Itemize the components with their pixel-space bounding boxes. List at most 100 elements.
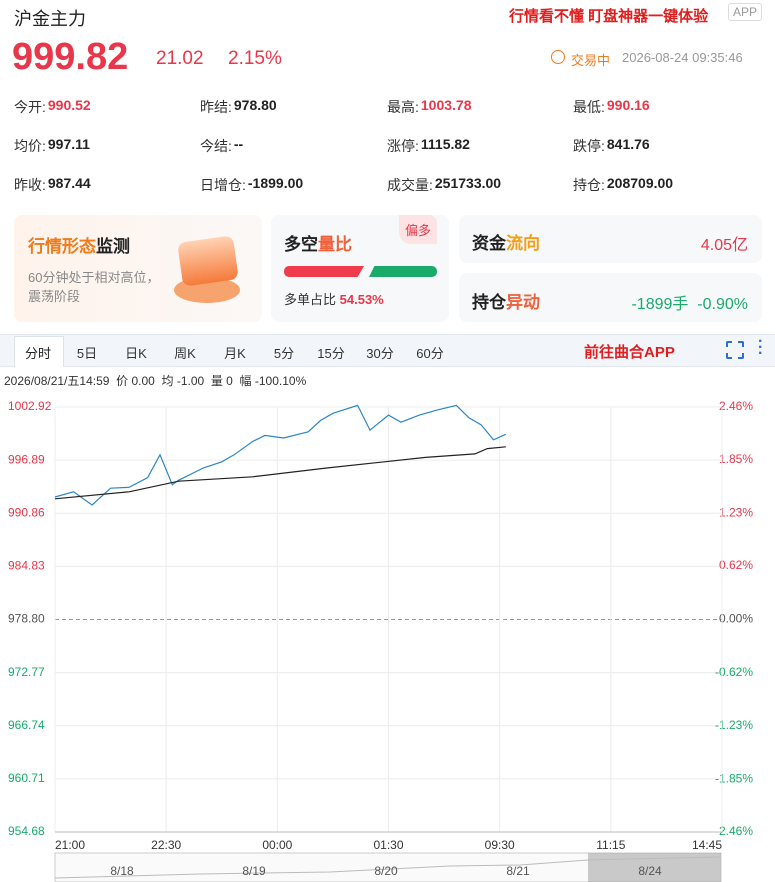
position-card[interactable]: 持仓异动 -1899手 -0.90% [459, 273, 762, 322]
price-line [54, 446, 506, 500]
ratio-card[interactable]: 多空量比 偏多 多单占比 54.53% [271, 215, 449, 322]
long-bar [284, 266, 364, 277]
y2-tick-label: -1.85% [715, 771, 753, 785]
card-title: 持仓 [472, 293, 506, 312]
y-tick-label: 954.68 [8, 824, 45, 838]
y2-tick-label: 0.62% [719, 558, 753, 572]
y2-tick-label: -1.23% [715, 718, 753, 732]
price-change-pct: 2.15% [228, 48, 282, 69]
app-badge[interactable]: APP [728, 3, 763, 21]
stat-value: -1899.00 [247, 175, 304, 191]
x-tick-label: 09:30 [485, 838, 515, 852]
stat-value: 841.76 [606, 136, 650, 152]
card-desc: 60分钟处于相对高位，震荡阶段 [28, 270, 160, 304]
flow-card[interactable]: 资金流向 4.05亿 [459, 215, 762, 263]
navigator-line [54, 856, 721, 879]
info-time: 2026/08/21/五14:59 [4, 374, 110, 388]
info-bar: 2026/08/21/五14:59 价 0.00 均 -1.00 量 0 幅 -… [4, 372, 306, 389]
y-tick-label: 984.83 [8, 559, 45, 573]
stat-label: 昨结: [200, 99, 232, 115]
ratio-value: 54.53% [339, 292, 384, 307]
y-tick-label: 1002.92 [8, 399, 52, 413]
tab[interactable]: 30分 [366, 346, 394, 361]
info-vol: 量 0 [210, 374, 233, 388]
x-tick-label: 22:30 [151, 838, 181, 852]
position-pct: -0.90% [697, 296, 748, 313]
datetime: 2026-08-24 09:35:46 [622, 50, 743, 65]
x-tick-label: 01:30 [373, 838, 403, 852]
tab-active-bg [14, 336, 64, 367]
stat-label: 涨停: [387, 138, 419, 154]
monitor-card[interactable]: 行情形态监测 60分钟处于相对高位，震荡阶段 [14, 215, 262, 322]
promo[interactable]: 行情看不懂 盯盘神器一键体验 [509, 8, 709, 25]
y-tick-label: 978.80 [8, 612, 45, 626]
status-icon [551, 50, 565, 64]
nav-date: 8/18 [110, 864, 134, 878]
stat-value: 978.80 [233, 97, 277, 113]
info-avg: 均 -1.00 [161, 374, 205, 388]
card-title: 多空 [284, 235, 318, 254]
y-tick-label: 996.89 [8, 452, 45, 466]
y-tick-label: 966.74 [8, 718, 45, 732]
stat-label: 最低: [573, 99, 605, 115]
tab[interactable]: 日K [125, 346, 147, 361]
stat-value: 1003.78 [420, 97, 472, 113]
stat-label: 跌停: [573, 138, 605, 154]
stat-value: 990.16 [606, 97, 650, 113]
y2-tick-label: 1.85% [719, 452, 753, 466]
tab[interactable]: 60分 [416, 346, 444, 361]
tab[interactable]: 5日 [76, 346, 98, 361]
last-price: 999.82 [12, 36, 129, 78]
price-line [54, 404, 507, 506]
y2-tick-label: 1.23% [719, 505, 753, 519]
stat-label: 成交量: [387, 177, 433, 193]
stat-value: 997.11 [47, 136, 90, 152]
card-title: 行情形态 [28, 237, 96, 256]
tab[interactable]: 周K [174, 346, 196, 361]
nav-date: 8/24 [638, 864, 662, 878]
stat-value: 987.44 [47, 175, 91, 191]
position-value: -1899手 [631, 296, 689, 313]
info-price: 价 0.00 [116, 374, 155, 388]
info-range: 幅 -100.10% [239, 374, 307, 388]
ratio-label: 多单占比 [284, 292, 337, 307]
y-tick-label: 990.86 [8, 505, 45, 519]
price-change: 21.02 [156, 48, 204, 69]
stat-label: 日增仓: [200, 177, 246, 193]
tab[interactable]: 15分 [317, 346, 345, 361]
flow-value: 4.05亿 [700, 237, 748, 254]
tab-bar [0, 334, 775, 367]
stat-value: 990.52 [47, 97, 91, 113]
trade-status: 交易中 [571, 53, 611, 68]
x-tick-label: 00:00 [262, 838, 292, 852]
tab[interactable]: 分时 [24, 346, 51, 361]
y2-tick-label: -2.46% [715, 824, 753, 838]
badge: 偏多 [399, 215, 438, 244]
short-bar [369, 266, 437, 277]
tab[interactable]: 月K [224, 346, 246, 361]
x-tick-label: 11:15 [596, 838, 625, 852]
app-link[interactable]: 前往曲合APP [584, 344, 675, 361]
stat-label: 均价: [14, 138, 46, 154]
more-icon[interactable]: · · · [758, 333, 764, 362]
stat-value: 251733.00 [434, 175, 502, 191]
y2-tick-label: -0.62% [715, 665, 753, 679]
x-tick-label: 14:45 [692, 838, 722, 852]
stat-label: 昨收: [14, 177, 46, 193]
nav-date: 8/19 [242, 864, 266, 878]
stat-label: 今结: [200, 138, 232, 154]
stat-label: 持仓: [573, 177, 605, 193]
card-title: 异动 [506, 293, 540, 312]
y-tick-label: 960.71 [8, 771, 45, 785]
card-title: 量比 [318, 235, 352, 254]
tab[interactable]: 5分 [273, 346, 295, 361]
stat-value: -- [233, 136, 244, 152]
card-title: 监测 [96, 237, 130, 256]
y2-tick-label: 0.00% [719, 612, 753, 626]
fullscreen-icon[interactable] [726, 341, 744, 359]
stat-label: 今开: [14, 99, 46, 115]
stat-label: 最高: [387, 99, 419, 115]
y2-tick-label: 2.46% [719, 399, 753, 413]
